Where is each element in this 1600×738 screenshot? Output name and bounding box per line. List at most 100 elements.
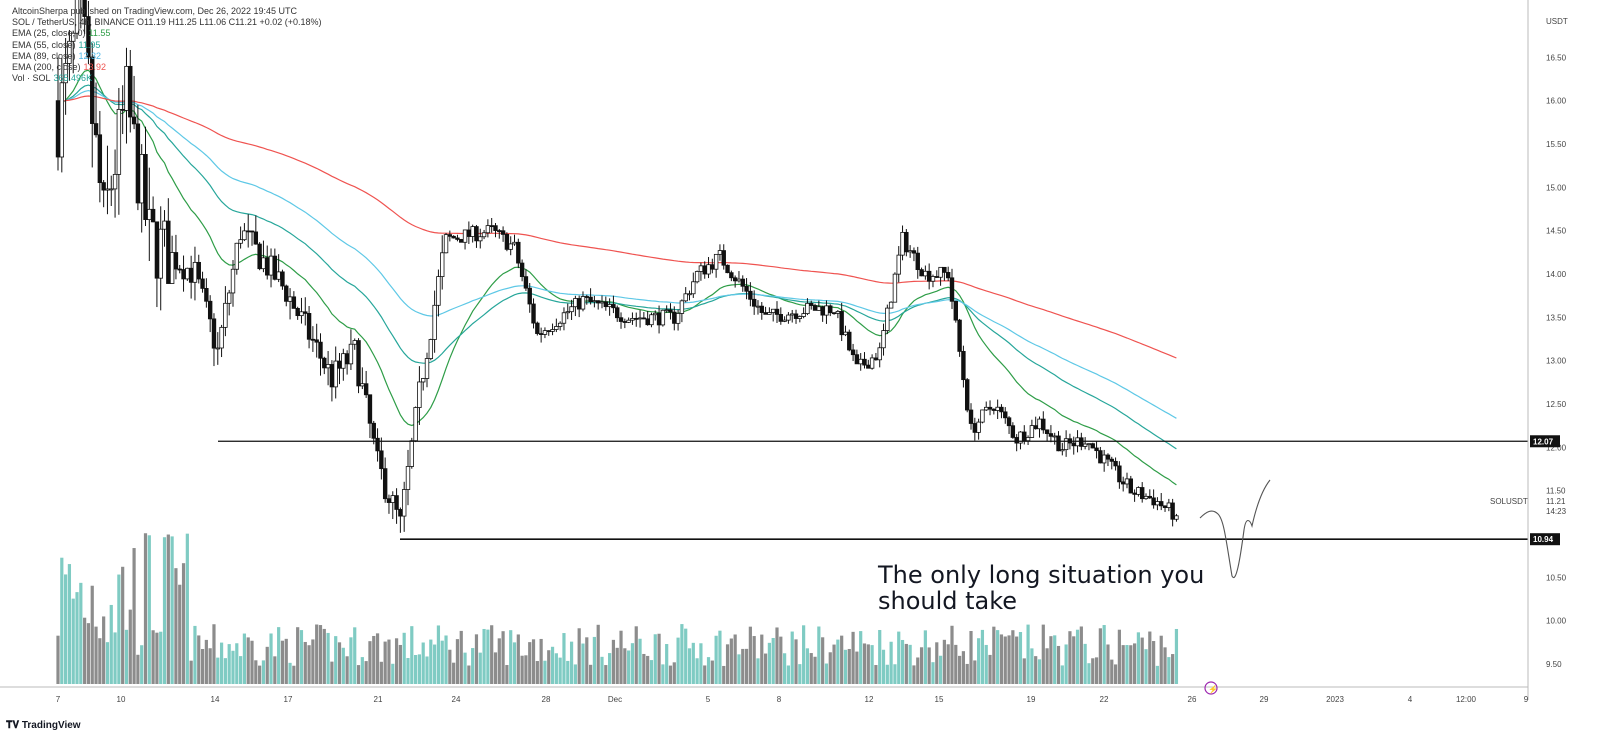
candle-down [93, 123, 99, 136]
last-price-label: 11.21 [1546, 497, 1566, 506]
volume-bar [368, 641, 372, 684]
volume-bar [840, 635, 844, 684]
candle-down [128, 65, 133, 118]
candle-down [1048, 433, 1054, 437]
candle-up [790, 313, 795, 316]
volume-bar [402, 632, 406, 684]
volume-bar [642, 653, 646, 684]
candle-down [295, 308, 300, 317]
chart-legend: AltcoinSherpa published on TradingView.c… [12, 6, 322, 84]
volume-bar [824, 663, 829, 684]
volume-bar [870, 645, 874, 684]
volume-bar [1026, 624, 1030, 684]
candle-down [1044, 429, 1050, 434]
publisher-line: AltcoinSherpa published on TradingView.c… [12, 6, 298, 16]
candle-up [687, 293, 692, 296]
candle-down [177, 268, 182, 271]
indicator-ema89[interactable]: EMA (89, close) 12.32 [12, 51, 322, 62]
volume-bar [699, 643, 703, 684]
volume-bar [958, 655, 962, 684]
volume-bar [927, 647, 931, 684]
lightning-glyph: ⚡ [1208, 684, 1218, 694]
volume-bar [1049, 636, 1053, 684]
volume-bar [611, 639, 616, 684]
volume-bar [162, 537, 167, 684]
volume-bar [900, 639, 905, 684]
candle-up [478, 236, 483, 242]
candle-up [192, 261, 198, 283]
candle-up [139, 154, 144, 204]
volume-bar [345, 656, 349, 684]
volume-bar [550, 646, 555, 684]
candle-up [105, 188, 110, 191]
volume-bar [512, 642, 517, 684]
candle-up [261, 257, 266, 270]
candle-up [405, 466, 411, 490]
volume-bar [155, 632, 159, 684]
candle-down [961, 350, 966, 381]
candle-down [516, 241, 521, 264]
volume-bar [86, 623, 91, 684]
volume-bar [847, 648, 851, 684]
time-tick-label: 12 [865, 695, 874, 704]
candle-down [314, 339, 319, 343]
volume-bar [535, 661, 539, 684]
volume-bar [1174, 628, 1179, 684]
indicator-ema25[interactable]: EMA (25, close, 0) 11.55 [12, 28, 322, 39]
candle-down [474, 226, 479, 242]
candle-up [512, 241, 517, 245]
volume-bar [1011, 630, 1015, 684]
volume-bar [733, 634, 737, 684]
candle-down [181, 269, 186, 280]
candle-up [717, 250, 723, 255]
volume-bar [143, 533, 148, 684]
candle-down [957, 319, 962, 352]
candle-up [223, 302, 228, 328]
volume-bar [950, 625, 954, 684]
candle-up [360, 383, 365, 387]
candle-up [508, 243, 513, 250]
volume-bar [908, 644, 912, 684]
indicator-ema55[interactable]: EMA (55, close) 11.95 [12, 40, 322, 51]
candle-up [877, 347, 882, 361]
candle-down [759, 305, 764, 313]
candle-up [694, 271, 700, 283]
candle-up [542, 330, 548, 335]
volume-bar [1121, 645, 1125, 684]
volume-bar [1053, 635, 1057, 684]
candle-down [257, 243, 262, 270]
candle-up [1063, 438, 1069, 451]
volume-bar [596, 624, 600, 684]
volume-bar [478, 652, 482, 684]
candle-down [1071, 442, 1076, 447]
volume-bar [581, 643, 585, 684]
volume-bar [56, 635, 60, 684]
candle-down [531, 303, 536, 324]
volume-bar [497, 638, 501, 684]
volume-bar [227, 644, 231, 684]
indicator-volume[interactable]: Vol · SOL 365.496K [12, 73, 322, 84]
volume-bar [185, 533, 189, 684]
volume-bar [75, 592, 79, 684]
candle-up [226, 292, 232, 304]
tradingview-logo[interactable]: 𝐓𝐕 TradingView [6, 720, 81, 731]
volume-bar [980, 629, 985, 684]
candle-up [219, 326, 224, 349]
candle-down [1109, 458, 1114, 462]
candle-down [1162, 505, 1168, 508]
volume-bar [836, 639, 840, 684]
indicator-ema200[interactable]: EMA (200, close) 13.92 [12, 62, 322, 73]
candle-down [196, 261, 201, 280]
candle-down [523, 276, 529, 289]
volume-bar [140, 645, 144, 684]
volume-bar [1075, 629, 1080, 684]
volume-bar [577, 628, 581, 684]
volume-bar [307, 645, 311, 684]
volume-bar [1148, 631, 1152, 684]
volume-bar [265, 646, 269, 684]
volume-bar [878, 629, 882, 684]
candle-up [59, 82, 65, 158]
candle-up [554, 326, 559, 330]
candle-down [101, 182, 106, 191]
